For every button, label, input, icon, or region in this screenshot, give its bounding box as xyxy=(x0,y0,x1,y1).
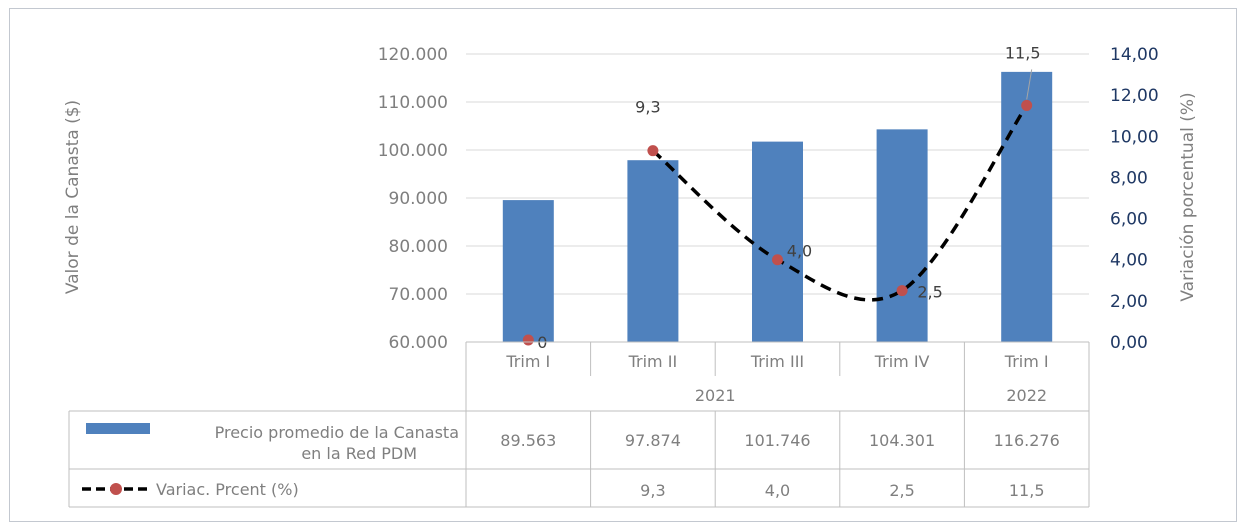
line-marker xyxy=(522,334,534,346)
bar xyxy=(876,129,928,342)
line-series: 09,34,02,511,5 xyxy=(522,43,1041,352)
y-tick-label-right: 0,00 xyxy=(1110,333,1148,353)
y-tick-label-right: 4,00 xyxy=(1110,251,1148,271)
line-marker xyxy=(1021,99,1033,111)
line-path xyxy=(651,104,1029,302)
table-cell-value: 101.746 xyxy=(744,431,810,450)
data-label: 2,5 xyxy=(917,283,942,302)
table-cell-value: 2,5 xyxy=(889,481,914,500)
category-label: Trim I xyxy=(1004,352,1049,371)
line-marker xyxy=(647,145,659,157)
y-tick-label-right: 10,00 xyxy=(1110,127,1159,147)
y-tick-label-right: 12,00 xyxy=(1110,86,1159,106)
y-tick-label-left: 80.000 xyxy=(389,237,448,257)
y-tick-label-left: 70.000 xyxy=(389,285,448,305)
bar xyxy=(627,160,679,342)
table-cell-value: 4,0 xyxy=(765,481,790,500)
y-tick-label-right: 2,00 xyxy=(1110,292,1148,312)
chart-frame xyxy=(9,8,1237,522)
y-axis-title-right: Variación porcentual (%) xyxy=(1178,92,1198,301)
y-tick-label-left: 120.000 xyxy=(378,45,448,65)
group-label: 2021 xyxy=(695,386,736,405)
y-tick-label-left: 110.000 xyxy=(378,93,448,113)
legend-label: en la Red PDM xyxy=(301,444,417,463)
bar xyxy=(752,141,803,342)
data-table: Trim I Trim II Trim III Trim IV Trim I 2021 20… xyxy=(68,341,1090,508)
legend-label: Precio promedio de la Canasta xyxy=(215,423,459,442)
y-tick-label-left: 90.000 xyxy=(389,189,448,209)
gridlines xyxy=(466,53,1089,295)
table-cell-value: 11,5 xyxy=(1009,481,1045,500)
table-cell-value: 116.276 xyxy=(994,431,1060,450)
data-label: 11,5 xyxy=(1005,43,1041,62)
data-label: 4,0 xyxy=(787,242,812,261)
data-label: 9,3 xyxy=(635,98,660,117)
table-cell-value: 9,3 xyxy=(640,481,665,500)
y-axis-title-left: Valor de la Canasta ($) xyxy=(63,100,83,294)
category-label: Trim I xyxy=(505,352,550,371)
y-tick-label-right: 8,00 xyxy=(1110,168,1148,188)
group-label: 2022 xyxy=(1006,386,1047,405)
legend-swatch-bar xyxy=(86,423,150,434)
data-label-leader xyxy=(1026,69,1033,100)
category-label: Trim III xyxy=(750,352,804,371)
y-tick-label-right: 6,00 xyxy=(1110,210,1148,230)
category-label: Trim II xyxy=(628,352,678,371)
bar xyxy=(1001,71,1053,343)
y-tick-label-right: 14,00 xyxy=(1110,45,1159,65)
line-marker xyxy=(772,254,783,266)
table-cell-value: 104.301 xyxy=(869,431,935,450)
bar xyxy=(502,200,554,342)
legend-label: Variac. Prcent (%) xyxy=(156,480,299,499)
axis-ticks: 60.000 70.000 80.000 90.000 100.000 110.000 12… xyxy=(378,45,1159,353)
table-cell-value: 89.563 xyxy=(500,431,556,450)
line-marker xyxy=(896,285,908,297)
category-label: Trim IV xyxy=(874,352,930,371)
y-tick-label-left: 60.000 xyxy=(389,333,448,353)
legend-swatch-marker xyxy=(110,483,122,495)
y-tick-label-left: 100.000 xyxy=(378,141,448,161)
table-cell-value: 97.874 xyxy=(625,431,681,450)
bar-series xyxy=(502,71,1053,343)
